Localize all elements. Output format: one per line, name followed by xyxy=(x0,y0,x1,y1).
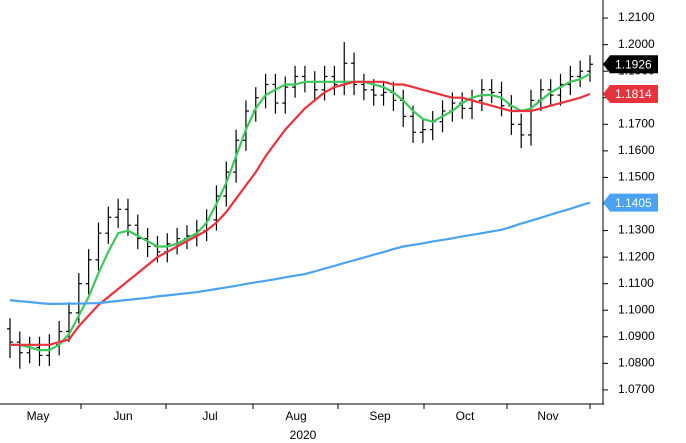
x-tick-label: Jun xyxy=(113,409,132,423)
y-tick-label: 1.1500 xyxy=(618,170,655,184)
last-value-tag xyxy=(603,55,658,74)
x-tick-label: Oct xyxy=(456,409,475,423)
y-tick-label: 1.1100 xyxy=(618,276,654,290)
last-value-label: 1.1926 xyxy=(615,57,652,71)
x-tick-label: Aug xyxy=(285,409,306,423)
last-value-tag xyxy=(603,193,658,212)
moving-average-line xyxy=(9,201,591,305)
x-tick-label: Jul xyxy=(202,409,217,423)
y-tick-label: 1.0700 xyxy=(618,382,655,396)
x-tick-label: Sep xyxy=(369,409,391,423)
x-tick-label: May xyxy=(27,409,50,423)
y-tick-label: 1.1200 xyxy=(618,249,655,263)
y-tick-label: 1.0800 xyxy=(618,356,655,370)
last-value-label: 1.1814 xyxy=(615,87,652,101)
last-value-label: 1.1405 xyxy=(615,196,652,210)
y-tick-label: 1.2000 xyxy=(618,37,655,51)
y-tick-label: 1.1300 xyxy=(618,223,655,237)
y-tick-label: 1.2100 xyxy=(618,10,655,24)
moving-average-line xyxy=(10,80,591,346)
y-tick-label: 1.1000 xyxy=(618,302,655,316)
x-tick-label: Nov xyxy=(537,409,558,423)
year-label: 2020 xyxy=(290,428,317,442)
y-tick-label: 1.1600 xyxy=(618,143,655,157)
y-tick-label: 1.1700 xyxy=(618,116,655,130)
last-value-tag xyxy=(603,85,658,104)
moving-average-line xyxy=(10,72,591,352)
y-tick-label: 1.0900 xyxy=(618,329,655,343)
